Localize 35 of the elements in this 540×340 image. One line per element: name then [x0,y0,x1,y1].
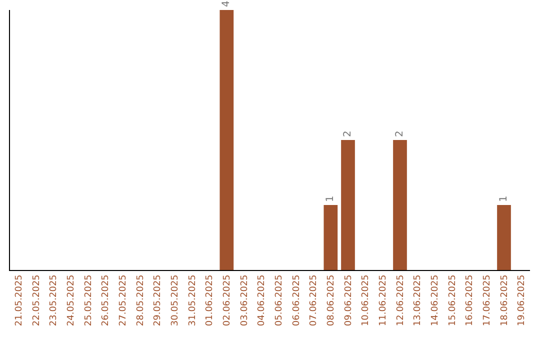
x-tick-label: 11.06.2025 [378,274,389,326]
x-tick-label: 10.06.2025 [361,274,372,326]
x-tick-label: 18.06.2025 [500,274,510,326]
x-tick-label: 26.05.2025 [101,274,112,326]
x-tick-label: 04.06.2025 [257,274,268,326]
x-tick-label: 21.05.2025 [14,274,25,326]
data-label: 1 [498,196,510,202]
x-tick-label: 22.05.2025 [32,274,42,326]
data-label: 2 [342,130,354,137]
x-tick-label: 25.05.2025 [84,274,94,326]
x-tick-label: 19.06.2025 [517,274,528,326]
x-tick-label: 13.06.2025 [413,274,424,326]
x-tick-label: 29.05.2025 [153,274,164,326]
data-label: 1 [325,196,336,202]
x-tick-label: 06.06.2025 [292,274,302,326]
x-tick-label: 08.06.2025 [326,274,337,326]
x-tick-label: 01.06.2025 [205,274,216,326]
x-tick-label: 31.05.2025 [188,274,198,326]
x-tick-label: 24.05.2025 [66,274,77,326]
data-label: 2 [394,130,406,137]
x-tick-label: 09.06.2025 [344,274,354,326]
x-tick-label: 05.06.2025 [274,274,285,326]
x-tick-label: 07.06.2025 [309,274,320,326]
x-tick-label: 23.05.2025 [49,274,60,326]
x-tick-label: 17.06.2025 [482,274,493,326]
x-tick-label: 02.06.2025 [222,274,233,326]
x-tick-label: 16.06.2025 [465,274,476,326]
x-tick-label: 28.05.2025 [136,274,146,326]
x-tick-label: 30.05.2025 [170,274,181,326]
x-tick-label: 15.06.2025 [448,274,458,326]
data-label: 4 [221,0,232,7]
x-tick-label: 03.06.2025 [240,274,250,326]
x-tick-label: 14.06.2025 [430,274,441,326]
x-tick-label: 12.06.2025 [396,274,406,326]
x-tick-label: 27.05.2025 [118,274,129,326]
